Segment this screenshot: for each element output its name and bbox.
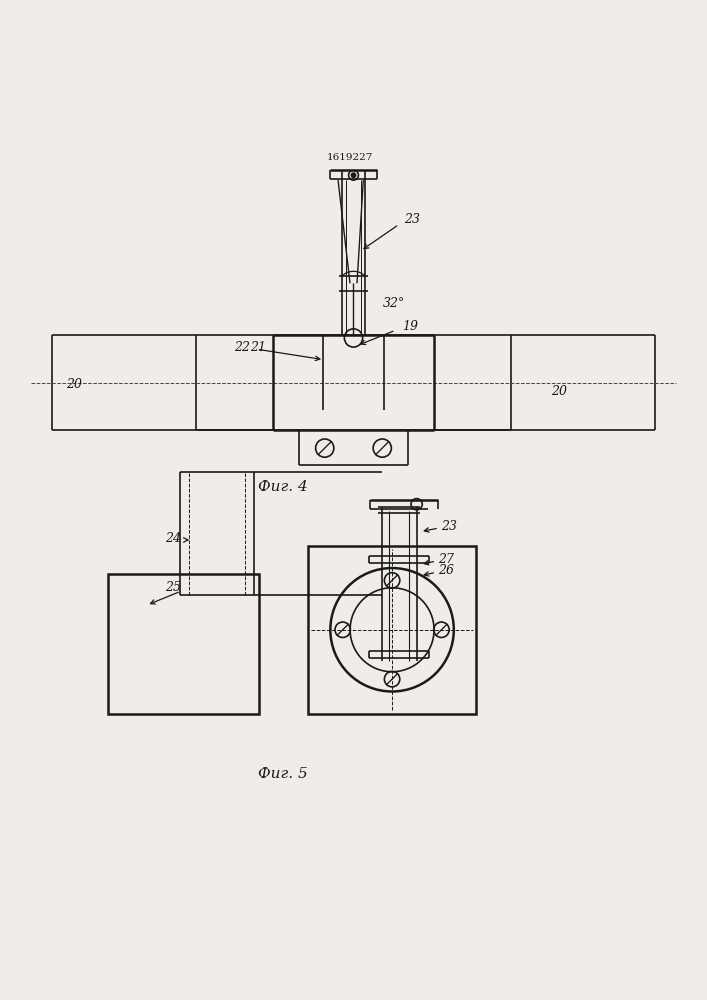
Text: 20: 20 xyxy=(551,385,567,398)
Text: 1619227: 1619227 xyxy=(327,153,373,162)
Text: 22: 22 xyxy=(234,341,250,354)
Text: 19: 19 xyxy=(402,320,419,333)
Text: 25: 25 xyxy=(165,581,182,594)
Text: 23: 23 xyxy=(404,213,420,226)
Text: 20: 20 xyxy=(66,378,82,391)
Text: Фиг. 4: Фиг. 4 xyxy=(259,480,308,494)
Text: Фиг. 5: Фиг. 5 xyxy=(259,767,308,781)
Text: 27: 27 xyxy=(438,553,454,566)
Circle shape xyxy=(351,173,356,177)
Bar xyxy=(108,574,259,714)
Text: 24: 24 xyxy=(165,532,182,545)
Text: 32°: 32° xyxy=(383,297,405,310)
Text: 26: 26 xyxy=(438,564,454,577)
Text: 23: 23 xyxy=(441,520,457,533)
Text: 21: 21 xyxy=(250,341,266,354)
Bar xyxy=(308,546,477,714)
